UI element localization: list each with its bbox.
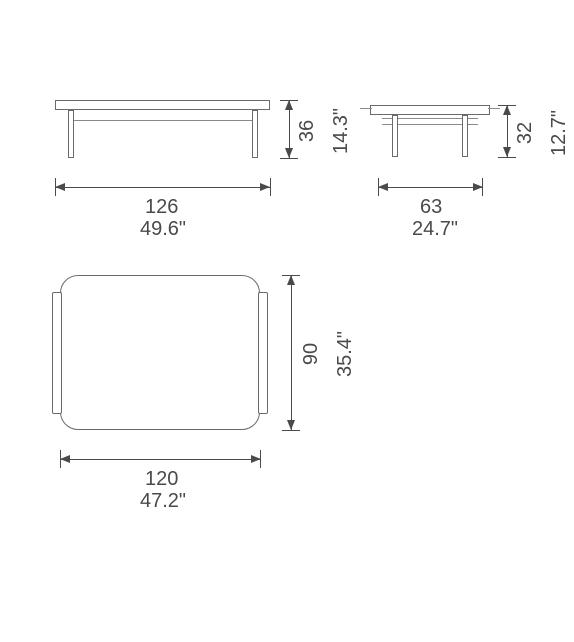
plan-width-cm: 120 bbox=[145, 468, 178, 490]
side-width-cm: 63 bbox=[420, 196, 442, 218]
front-width-cm: 126 bbox=[145, 196, 178, 218]
side-width-in: 24.7" bbox=[412, 218, 458, 240]
front-height-cm: 36 bbox=[296, 120, 318, 142]
side-tabletop bbox=[370, 105, 490, 115]
front-rail bbox=[70, 120, 255, 121]
plan-depth-cm: 90 bbox=[300, 343, 322, 365]
front-height-in: 14.3" bbox=[330, 108, 352, 154]
dimension-diagram: 36 14.3" 126 49.6" 32 12.7" 63 24.7" bbox=[0, 0, 574, 642]
side-height-in: 12.7" bbox=[548, 110, 570, 156]
plan-rail-left bbox=[52, 292, 62, 414]
plan-rail-right bbox=[258, 292, 268, 414]
side-leg-left bbox=[392, 115, 398, 157]
side-height-cm: 32 bbox=[514, 122, 536, 144]
front-leg-left bbox=[68, 110, 74, 158]
front-leg-right bbox=[252, 110, 258, 158]
plan-depth-in: 35.4" bbox=[334, 331, 356, 377]
plan-width-in: 47.2" bbox=[140, 490, 186, 512]
front-width-in: 49.6" bbox=[140, 218, 186, 240]
front-tabletop bbox=[55, 100, 270, 110]
plan-tabletop bbox=[60, 275, 260, 430]
side-leg-right bbox=[462, 115, 468, 157]
